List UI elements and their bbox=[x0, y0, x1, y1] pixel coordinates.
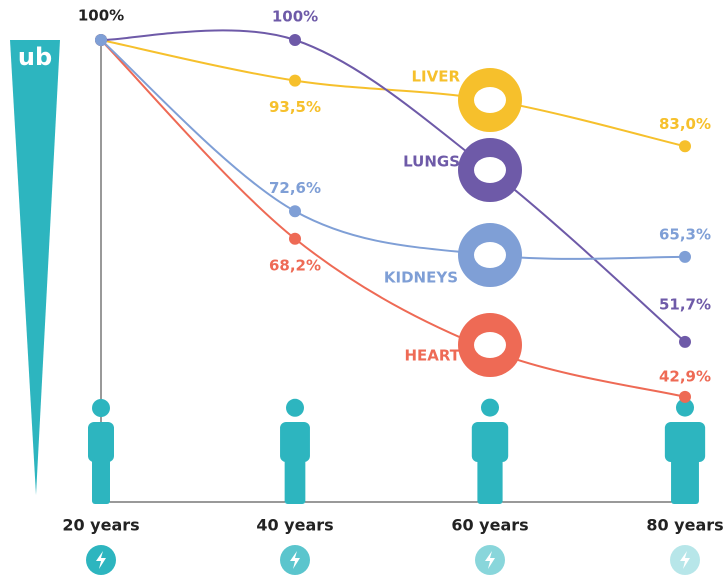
organ-glyph bbox=[474, 157, 506, 183]
data-label: 68,2% bbox=[269, 256, 321, 274]
data-label: 93,5% bbox=[269, 98, 321, 116]
person-head bbox=[481, 399, 499, 417]
person-body bbox=[665, 422, 705, 462]
data-label: 72,6% bbox=[269, 179, 321, 197]
data-point bbox=[289, 205, 301, 217]
data-point bbox=[679, 251, 691, 263]
chart: ub 20 years 40 years 60 years 80 years 100% 6… bbox=[0, 0, 727, 579]
data-point bbox=[679, 391, 691, 403]
left-wedge bbox=[10, 40, 60, 495]
series-name: LUNGS bbox=[403, 153, 460, 171]
series-line bbox=[101, 40, 685, 259]
series-name: HEART bbox=[404, 347, 460, 365]
person-icon bbox=[472, 399, 508, 504]
person-head bbox=[286, 399, 304, 417]
person-icon bbox=[88, 399, 114, 504]
series-name: LIVER bbox=[411, 68, 460, 86]
person-icon bbox=[280, 399, 310, 504]
person-head bbox=[92, 399, 110, 417]
data-label: 42,9% bbox=[659, 367, 711, 385]
data-point bbox=[95, 34, 107, 46]
x-tick-label: 20 years bbox=[62, 516, 139, 535]
x-tick-label: 40 years bbox=[256, 516, 333, 535]
series-line bbox=[101, 30, 685, 342]
series-name: KIDNEYS bbox=[384, 269, 458, 287]
data-point bbox=[679, 336, 691, 348]
person-icon bbox=[665, 399, 705, 504]
x-tick-label: 60 years bbox=[451, 516, 528, 535]
data-label: 51,7% bbox=[659, 295, 711, 313]
person-body bbox=[472, 422, 508, 462]
organ-glyph bbox=[474, 87, 506, 113]
logo: ub bbox=[18, 43, 52, 71]
data-point bbox=[289, 75, 301, 87]
data-point bbox=[289, 233, 301, 245]
data-label: 83,0% bbox=[659, 115, 711, 133]
person-legs bbox=[477, 458, 502, 504]
organ-glyph bbox=[474, 332, 506, 358]
data-label: 100% bbox=[78, 7, 124, 25]
person-legs bbox=[671, 458, 699, 504]
person-body bbox=[88, 422, 114, 462]
organ-glyph bbox=[474, 242, 506, 268]
person-legs bbox=[92, 458, 110, 504]
person-legs bbox=[285, 458, 306, 504]
data-point bbox=[289, 34, 301, 46]
person-body bbox=[280, 422, 310, 462]
data-label: 100% bbox=[272, 8, 318, 26]
data-label: 65,3% bbox=[659, 225, 711, 243]
series-line bbox=[101, 40, 685, 146]
x-tick-label: 80 years bbox=[646, 516, 723, 535]
data-point bbox=[679, 140, 691, 152]
